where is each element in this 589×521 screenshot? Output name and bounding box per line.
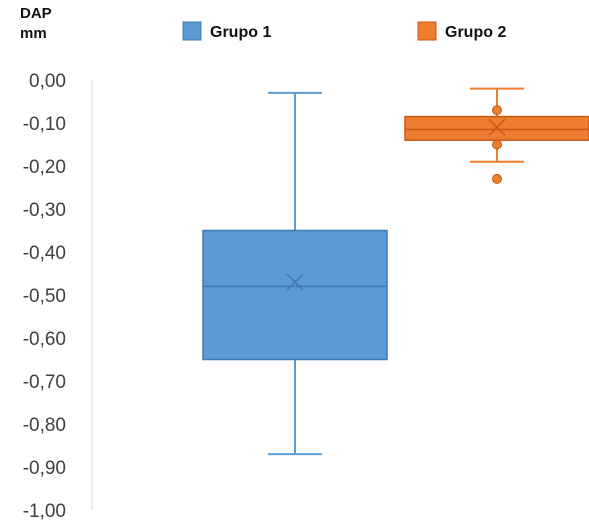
legend-label: Grupo 1 — [210, 24, 271, 41]
y-tick-label: -0,50 — [23, 286, 66, 307]
y-tick-label: -0,90 — [23, 458, 66, 479]
y-tick-label: 0,00 — [29, 71, 66, 92]
inner-point — [492, 139, 502, 150]
legend-swatch — [417, 21, 437, 41]
y-tick-label: -0,60 — [23, 329, 66, 350]
y-axis-title: DAP mm — [20, 4, 52, 44]
legend-swatch — [182, 21, 202, 41]
y-tick-label: -1,00 — [23, 501, 66, 521]
y-tick-label: -0,40 — [23, 243, 66, 264]
y-tick-label: -0,70 — [23, 372, 66, 393]
y-tick-label: -0,80 — [23, 415, 66, 436]
y-tick-label: -0,10 — [23, 114, 66, 135]
mean-marker — [488, 118, 506, 136]
y-tick-label: -0,30 — [23, 200, 66, 221]
inner-point — [492, 105, 502, 116]
outlier-point — [492, 173, 502, 184]
y-axis-title-line2: mm — [20, 25, 47, 42]
box-iqr — [202, 229, 388, 361]
y-tick-label: -0,20 — [23, 157, 66, 178]
legend-label: Grupo 2 — [445, 24, 506, 41]
y-axis-title-line1: DAP — [20, 5, 52, 22]
box-iqr — [404, 115, 589, 141]
mean-marker — [286, 273, 304, 291]
